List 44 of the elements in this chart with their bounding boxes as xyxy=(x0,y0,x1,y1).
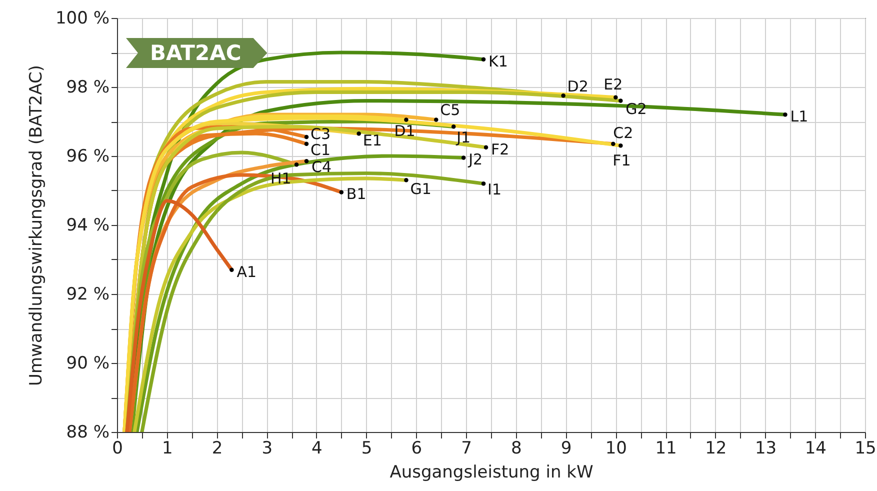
x-tick-label: 6 xyxy=(411,438,422,458)
y-tick-label: 96 % xyxy=(66,146,110,166)
x-tick-label: 13 xyxy=(754,438,777,458)
series-label: J2 xyxy=(468,150,483,169)
x-tick-label: 14 xyxy=(804,438,826,458)
series-label: E2 xyxy=(604,75,623,94)
series-label: K1 xyxy=(488,52,508,70)
x-tick-label: 3 xyxy=(262,438,273,458)
series-label: E1 xyxy=(362,132,382,150)
x-tick-label: 5 xyxy=(361,438,372,458)
x-tick-label: 15 xyxy=(854,438,876,458)
y-tick-label: 92 % xyxy=(66,284,110,304)
series-label: C4 xyxy=(311,158,332,176)
series-label: A1 xyxy=(236,262,257,281)
y-tick-label: 100 % xyxy=(55,8,110,28)
y-tick-label: 90 % xyxy=(66,354,110,374)
y-tick-label: 98 % xyxy=(66,78,110,98)
series-label: F2 xyxy=(491,140,510,158)
series-label: D1 xyxy=(394,122,416,140)
series-label: D2 xyxy=(567,78,588,96)
x-tick-label: 12 xyxy=(705,438,727,458)
x-tick-label: 8 xyxy=(511,438,522,458)
x-tick-label: 2 xyxy=(212,438,223,458)
series-label: C3 xyxy=(310,125,331,144)
x-tick-label: 0 xyxy=(112,438,123,458)
x-axis-title: Ausgangsleistung in kW xyxy=(390,462,594,482)
x-tick-label: 10 xyxy=(605,438,627,458)
x-tick-label: 9 xyxy=(560,438,572,458)
y-axis-title: Umwandlungswirkungsgrad (BAT2AC) xyxy=(26,65,46,386)
series-label: G1 xyxy=(410,180,432,198)
text: BAT2AC xyxy=(126,38,268,68)
series-label: I1 xyxy=(488,180,502,199)
series-label: C2 xyxy=(613,124,634,142)
x-tick-label: 11 xyxy=(655,438,677,458)
x-tick-label: 4 xyxy=(312,438,322,458)
series-label: L1 xyxy=(790,108,808,126)
series-label: B1 xyxy=(346,185,366,204)
y-tick-label: 88 % xyxy=(66,422,110,442)
x-tick-label: 1 xyxy=(162,438,173,458)
x-tick-label: 7 xyxy=(461,438,472,458)
series-label: F1 xyxy=(612,152,631,170)
series-label: C1 xyxy=(310,140,331,159)
series-label: C5 xyxy=(440,100,460,119)
y-tick-label: 94 % xyxy=(66,216,110,236)
